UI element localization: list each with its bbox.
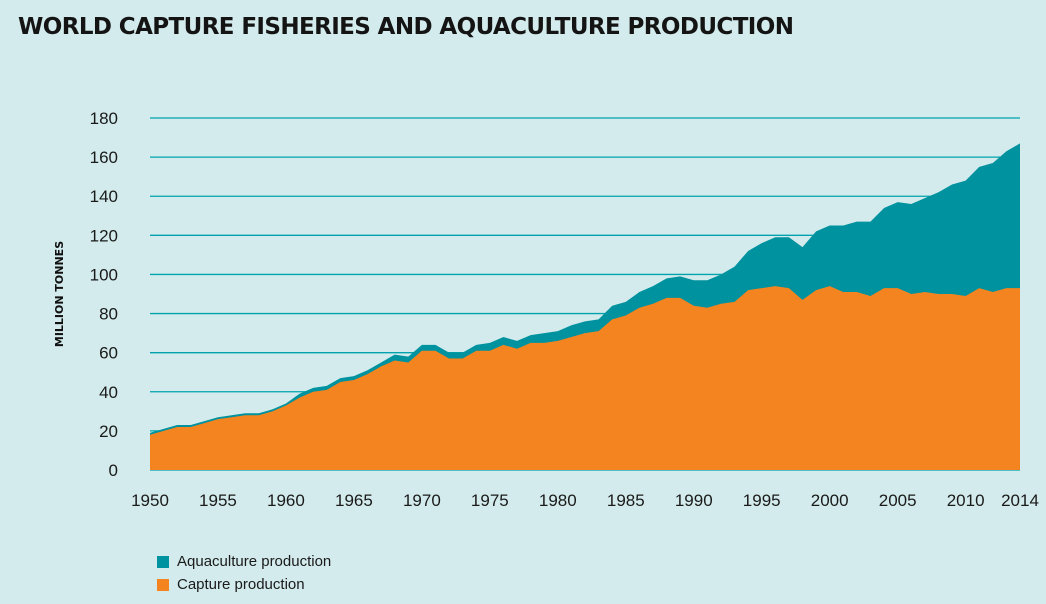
stacked-areas — [150, 143, 1020, 470]
y-tick-label: 20 — [99, 422, 118, 441]
y-tick-label: 140 — [90, 187, 118, 206]
y-tick-label: 120 — [90, 226, 118, 245]
y-tick-label: 160 — [90, 148, 118, 167]
y-tick-label: 180 — [90, 109, 118, 128]
x-tick-label: 1995 — [743, 491, 781, 510]
x-tick-label: 2010 — [947, 491, 985, 510]
chart-title: WORLD CAPTURE FISHERIES AND AQUACULTURE … — [18, 14, 794, 40]
y-axis-label: MILLION TONNES — [53, 241, 66, 347]
legend-item-aquaculture: Aquaculture production — [157, 550, 331, 573]
series-capture-area — [150, 286, 1020, 470]
legend-swatch-aquaculture — [157, 555, 169, 568]
legend-item-capture: Capture production — [157, 573, 331, 596]
x-tick-label: 1970 — [403, 491, 441, 510]
y-tick-label: 0 — [109, 461, 118, 480]
x-tick-label: 1950 — [131, 491, 169, 510]
x-tick-label: 1975 — [471, 491, 509, 510]
x-tick-label: 1955 — [199, 491, 237, 510]
y-tick-label: 100 — [90, 265, 118, 284]
y-tick-label: 60 — [99, 344, 118, 363]
x-tick-label: 2000 — [811, 491, 849, 510]
legend-label-capture: Capture production — [177, 576, 305, 593]
x-tick-label: 1990 — [675, 491, 713, 510]
x-axis-ticks: 1950 1955 1960 1965 1970 1975 1980 1985 1990 1995… — [131, 491, 1039, 510]
x-tick-label: 1965 — [335, 491, 373, 510]
legend: Aquaculture production Capture productio… — [157, 550, 331, 596]
x-tick-label: 1985 — [607, 491, 645, 510]
y-axis-ticks: 0 20 40 60 80 100 120 140 160 180 — [90, 109, 118, 480]
y-tick-label: 80 — [99, 305, 118, 324]
x-tick-label: 2005 — [879, 491, 917, 510]
legend-swatch-capture — [157, 578, 169, 591]
x-tick-label: 1980 — [539, 491, 577, 510]
legend-label-aquaculture: Aquaculture production — [177, 553, 332, 570]
y-tick-label: 40 — [99, 383, 118, 402]
x-tick-label: 1960 — [267, 491, 305, 510]
x-tick-label: 2014 — [1001, 491, 1039, 510]
